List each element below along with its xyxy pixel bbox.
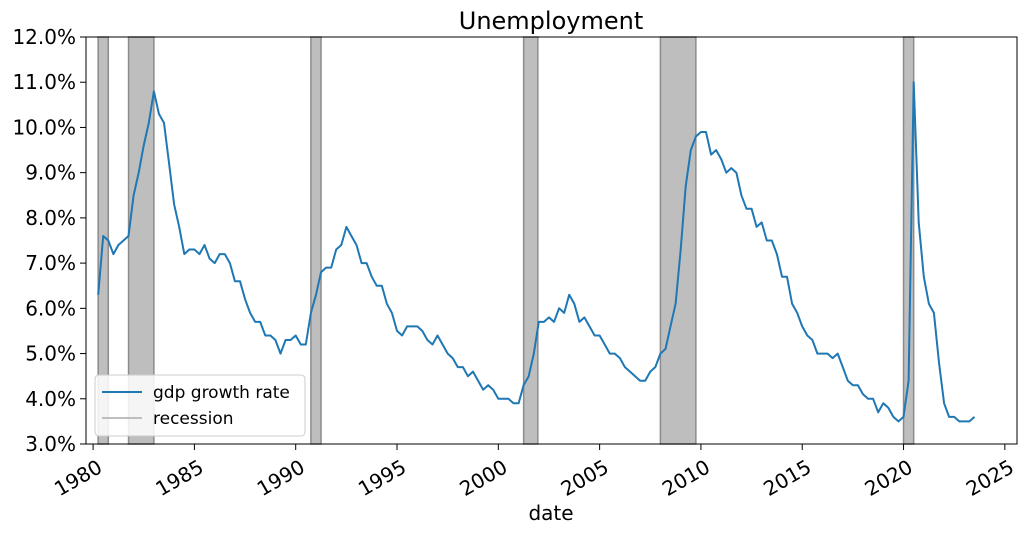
x-tick-label: 2010 (658, 455, 714, 501)
x-tick-label: 1990 (253, 455, 309, 501)
x-tick-label: 2005 (557, 455, 613, 501)
x-tick-label: 2000 (455, 455, 511, 501)
y-tick-label: 3.0% (25, 432, 76, 456)
chart-title: Unemployment (459, 7, 643, 35)
plot-frame (85, 36, 1018, 445)
recession-span (310, 36, 322, 445)
x-axis-title: date (528, 501, 573, 525)
legend: gdp growth rate recession (94, 374, 306, 437)
y-tick-label: 5.0% (25, 342, 76, 366)
legend-box (94, 374, 306, 437)
y-tick-label: 4.0% (25, 387, 76, 411)
x-tick-label: 1995 (354, 455, 410, 501)
y-axis: 3.0% 4.0% 5.0% 6.0% 7.0% 8.0% 9.0% 10.0% 11.0% 12… (12, 25, 86, 456)
x-tick-label: 1985 (151, 455, 207, 501)
y-tick-label: 9.0% (25, 161, 76, 185)
series-line-gdp-growth-rate (97, 81, 976, 423)
x-tick-label: 2020 (861, 455, 917, 501)
y-tick-label: 12.0% (12, 25, 76, 49)
y-tick-label: 8.0% (25, 206, 76, 230)
legend-label-gdp-growth-rate: gdp growth rate (153, 383, 290, 403)
x-tick-label: 2025 (962, 455, 1018, 501)
legend-label-recession: recession (153, 409, 234, 429)
x-tick-label: 1980 (50, 455, 106, 501)
y-tick-label: 6.0% (25, 296, 76, 320)
y-tick-label: 10.0% (12, 115, 76, 139)
recession-span (659, 36, 697, 445)
y-tick-label: 11.0% (12, 70, 76, 94)
y-tick-label: 7.0% (25, 251, 76, 275)
x-axis: 1980 1985 1990 1995 2000 2005 2010 2015 2020 2025 (50, 444, 1018, 501)
x-tick-label: 2015 (759, 455, 815, 501)
line-layer (97, 81, 976, 423)
